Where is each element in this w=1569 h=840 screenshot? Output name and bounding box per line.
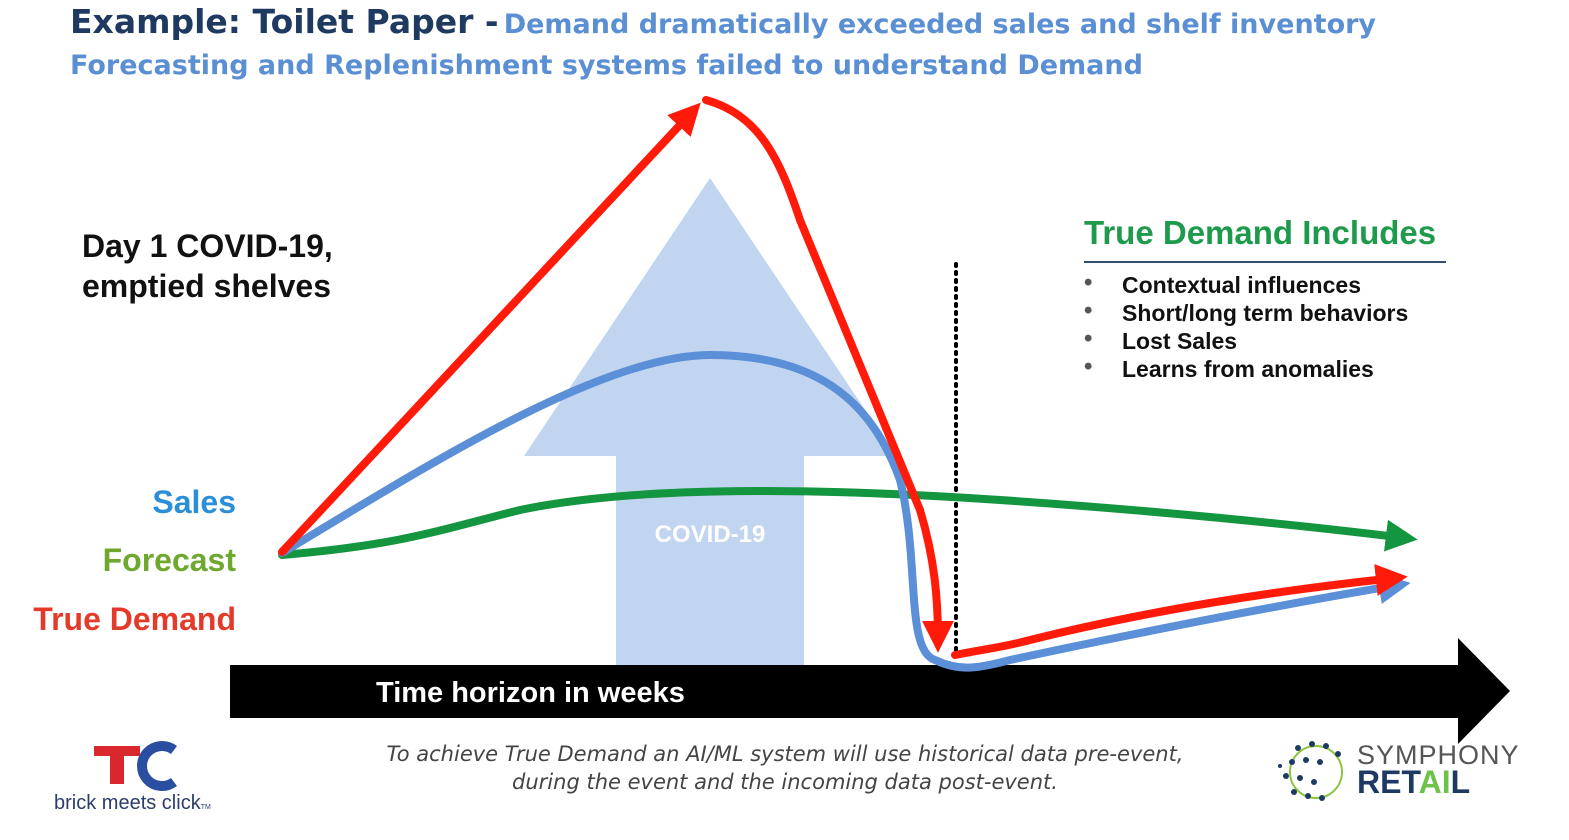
legend-true-demand: True Demand [33, 601, 236, 637]
list-item: • Lost Sales [1084, 325, 1238, 354]
true-demand-curve-rise [278, 102, 701, 556]
title-main: Example: Toilet Paper - [70, 2, 499, 41]
page-title: Example: Toilet Paper - Demand dramatica… [70, 2, 1376, 41]
footnote: To achieve True Demand an AI/ML system w… [360, 740, 1210, 796]
true-demand-box-title: True Demand Includes [1084, 214, 1446, 263]
footnote-line1: To achieve True Demand an AI/ML system w… [386, 742, 1184, 766]
list-item: • Contextual influences [1084, 269, 1361, 298]
trademark: TM [200, 804, 211, 811]
bullet-icon: • [1084, 353, 1093, 380]
legend-sales: Sales [152, 484, 236, 520]
day1-line2: emptied shelves [82, 268, 331, 304]
symphony-retail-logo-icon [1278, 741, 1343, 801]
brick-meets-click-logo: brick meets clickTM [54, 792, 211, 815]
brick-meets-click-logo-icon [94, 741, 177, 791]
covid-up-arrow [524, 178, 896, 665]
list-item: • Short/long term behaviors [1084, 297, 1409, 326]
time-horizon-label: Time horizon in weeks [376, 677, 685, 709]
legend-forecast: Forecast [102, 542, 236, 578]
day1-line1: Day 1 COVID-19, [82, 228, 333, 264]
true-demand-curve-recovery [951, 564, 1408, 659]
retail-wordmark: RETAIL [1357, 764, 1471, 800]
sales-curve [278, 350, 1411, 672]
list-item: • Learns from anomalies [1084, 353, 1374, 382]
symphony-wordmark: SYMPHONY [1357, 740, 1520, 770]
day1-annotation: Day 1 COVID-19, emptied shelves [82, 226, 333, 306]
true-demand-list: • Contextual influences • Short/long term … [1084, 269, 1446, 383]
true-demand-curve-fall [702, 96, 954, 653]
bullet-icon: • [1084, 269, 1093, 296]
bullet-icon: • [1084, 297, 1093, 324]
bullet-icon: • [1084, 325, 1093, 352]
covid-arrow-label: COVID-19 [655, 521, 766, 548]
forecast-curve [278, 486, 1418, 559]
time-horizon-arrow [230, 638, 1510, 744]
true-demand-box: True Demand Includes • Contextual influen… [1084, 214, 1446, 383]
title-sub: Demand dramatically exceeded sales and s… [503, 9, 1377, 40]
page-subtitle: Forecasting and Replenishment systems fa… [70, 50, 1143, 81]
brick-meets-click-wordmark: brick meets click [54, 792, 201, 814]
footnote-line2: during the event and the incoming data p… [512, 770, 1058, 794]
